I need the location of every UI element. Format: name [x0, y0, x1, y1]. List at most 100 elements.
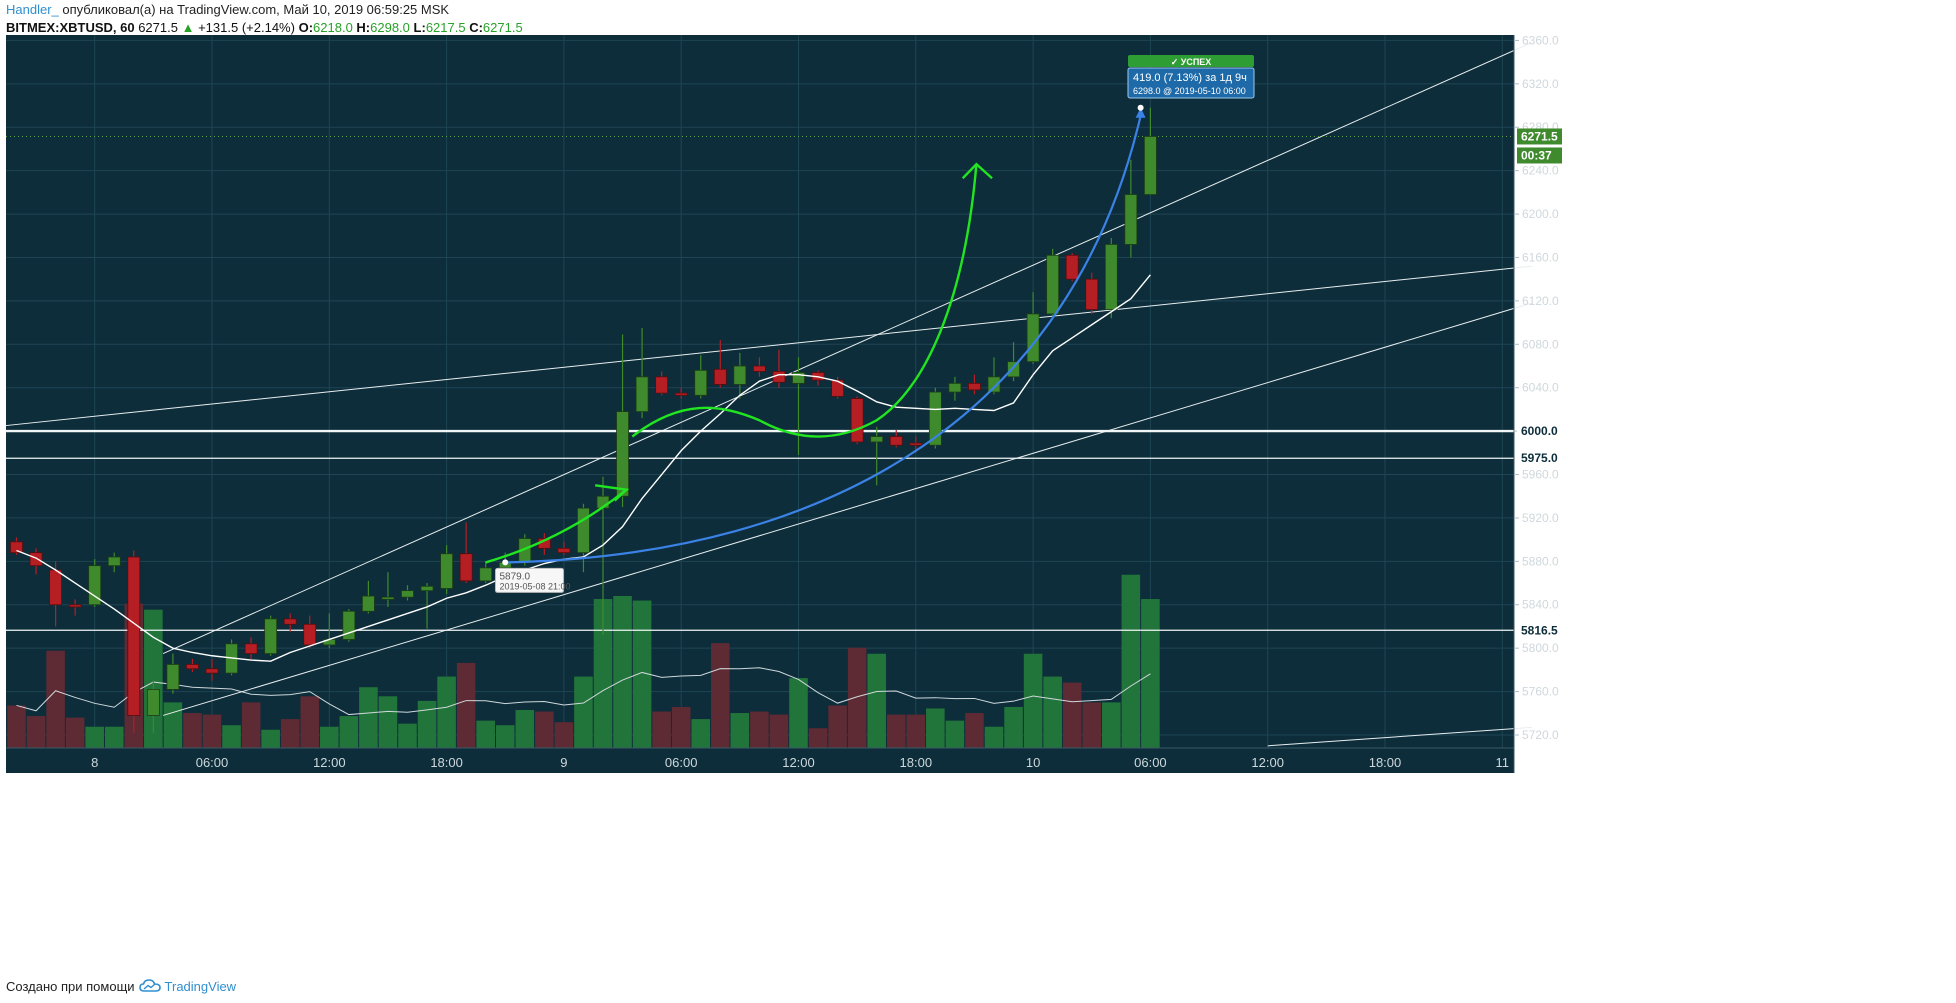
- candle-body: [948, 382, 962, 393]
- volume-bar: [515, 710, 535, 748]
- volume-bar: [789, 678, 808, 748]
- volume-bar: [965, 713, 984, 748]
- candle-body: [88, 565, 102, 606]
- level-6000-label: 6000.0: [1521, 424, 1558, 438]
- current-price-label: 6271.5: [1521, 129, 1558, 143]
- candle-body: [733, 365, 747, 385]
- candle-body: [1085, 278, 1099, 310]
- price-axis-label: 6120.0: [1522, 294, 1559, 308]
- price-axis-label: 6160.0: [1522, 250, 1559, 264]
- projection-arrow-green-long: [631, 164, 978, 438]
- projection-arrowhead-blue: [1135, 107, 1146, 118]
- low-label: L:: [413, 20, 426, 35]
- candle-body: [49, 569, 62, 606]
- candle-body: [479, 567, 493, 582]
- measure-result-main: 419.0 (7.13%) за 1д 9ч: [1133, 72, 1247, 84]
- time-axis-label: 18:00: [430, 755, 463, 770]
- measure-start-point: [502, 559, 509, 566]
- volume-bar: [163, 702, 183, 748]
- price-axis-label: 5840.0: [1522, 598, 1559, 612]
- trendline-channel-top: [162, 42, 1532, 655]
- volume-bar: [476, 720, 495, 748]
- volume-bar: [85, 726, 104, 748]
- success-badge: [1128, 55, 1254, 67]
- measure-end-point: [1137, 104, 1144, 111]
- candle-body: [127, 556, 141, 716]
- candle-body: [655, 376, 669, 394]
- volume-bar: [495, 725, 515, 748]
- level-5975-label-box: [1517, 450, 1562, 467]
- volume-bar: [535, 711, 554, 748]
- candle-body: [29, 552, 43, 567]
- candle-body: [987, 376, 1001, 393]
- candle-body: [753, 365, 766, 372]
- candle-body: [831, 379, 844, 397]
- projection-arrowhead-green-long: [961, 162, 993, 180]
- candle-body: [1144, 136, 1157, 195]
- measure-start-label-box: [494, 567, 564, 593]
- high-value: 6298.0: [370, 20, 410, 35]
- trendline-upper-slow: [4, 265, 1532, 427]
- publish-info: Handler_ опубликовал(а) на TradingView.c…: [6, 2, 449, 20]
- bar-countdown-label: 00:37: [1521, 148, 1552, 162]
- volume-bar: [320, 726, 339, 748]
- volume-bar: [26, 716, 46, 748]
- volume-bar: [1102, 702, 1121, 748]
- tradingview-cloud-icon: [138, 979, 161, 992]
- volume-bar: [339, 716, 359, 748]
- volume-bar: [1121, 574, 1141, 748]
- time-axis-label: 06:00: [196, 755, 229, 770]
- candle-body: [577, 507, 590, 554]
- candle-body: [10, 541, 23, 554]
- open-label: O:: [298, 20, 314, 35]
- time-axis-label: 06:00: [665, 755, 698, 770]
- volume-bar: [183, 713, 202, 748]
- footer-brand-link[interactable]: TradingView: [164, 978, 237, 994]
- candle-body: [635, 376, 649, 412]
- candle-body: [244, 643, 258, 654]
- time-axis-label: 12:00: [313, 755, 346, 770]
- candle-body: [557, 547, 571, 554]
- open-value: 6218.0: [313, 20, 353, 35]
- candle-body: [674, 392, 688, 396]
- level-6000-label-box: [1517, 423, 1562, 440]
- current-price-label-box: [1517, 128, 1562, 145]
- candle-body: [928, 391, 942, 446]
- volume-bar: [945, 720, 965, 748]
- volume-bar: [906, 714, 926, 748]
- volume-bar: [554, 722, 574, 748]
- time-axis-label: 12:00: [1251, 755, 1284, 770]
- volume-bar: [437, 676, 456, 748]
- candle-body: [792, 372, 805, 384]
- candle-body: [772, 371, 786, 383]
- volume-bar: [398, 723, 417, 748]
- candle-body: [889, 436, 903, 446]
- price-axis-label: 5880.0: [1522, 554, 1559, 568]
- candle-body: [459, 553, 473, 582]
- candle-body: [909, 442, 923, 446]
- projection-curve-blue: [505, 115, 1142, 564]
- price-axis-label: 5800.0: [1522, 641, 1559, 655]
- time-axis-label: 9: [560, 755, 567, 770]
- author-link[interactable]: Handler_: [6, 2, 59, 17]
- candle-body: [440, 553, 454, 589]
- price-axis-label: 6040.0: [1522, 381, 1559, 395]
- candle-body: [870, 436, 884, 443]
- candle-body: [713, 368, 727, 385]
- volume-bar: [808, 728, 828, 748]
- candle-body: [850, 398, 864, 443]
- volume-bar: [632, 600, 652, 748]
- measure-start-time: 2019-05-08 21:00: [499, 581, 570, 591]
- candle-body: [420, 585, 434, 592]
- trendline-channel-bottom: [162, 302, 1532, 716]
- volume-bar: [202, 714, 222, 748]
- candle-body: [166, 664, 180, 690]
- last-price: 6271.5: [138, 20, 178, 35]
- candle-body: [694, 369, 708, 396]
- time-axis-label: 18:00: [900, 755, 933, 770]
- low-value: 6217.5: [425, 20, 466, 35]
- candle-body: [107, 556, 121, 567]
- candle-body: [616, 411, 629, 497]
- volume-bar: [750, 711, 769, 748]
